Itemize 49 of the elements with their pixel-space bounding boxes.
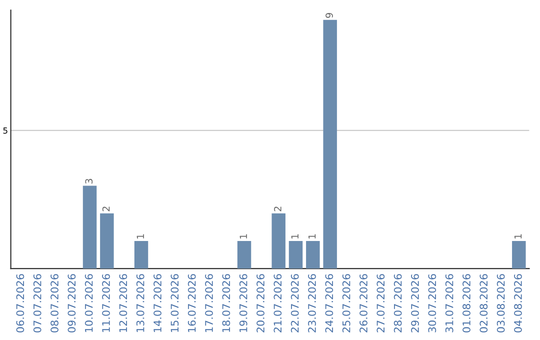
x-tick-label: 06.07.2026: [16, 274, 24, 332]
x-tick-label: 20.07.2026: [256, 274, 264, 332]
bar: [288, 240, 303, 269]
data-label: 2: [274, 206, 282, 212]
bar: [237, 240, 252, 269]
bar: [323, 20, 337, 269]
bar: [272, 213, 286, 269]
x-tick-label: 19.07.2026: [239, 274, 248, 332]
x-tick-label: 27.07.2026: [376, 274, 385, 332]
data-label: 1: [136, 234, 144, 239]
x-tick-label: 22.07.2026: [290, 274, 299, 332]
x-tick-label: 31.07.2026: [445, 274, 454, 332]
data-label: 9: [326, 12, 333, 18]
x-tick-label: 30.07.2026: [428, 274, 436, 332]
bar: [134, 240, 148, 269]
bar: [512, 240, 526, 269]
x-tick-label: 24.07.2026: [325, 274, 334, 332]
x-tick-label: 13.07.2026: [136, 274, 144, 332]
x-tick-label: 18.07.2026: [222, 274, 230, 332]
bar: [306, 240, 320, 269]
x-tick-label: 16.07.2026: [188, 274, 196, 332]
data-label: 1: [514, 234, 522, 239]
data-label: 2: [102, 206, 110, 212]
data-label: 1: [308, 234, 316, 239]
x-tick-label: 29.07.2026: [411, 274, 419, 332]
data-label: 1: [291, 234, 298, 239]
x-tick-label: 14.07.2026: [154, 274, 162, 332]
x-tick-label: 08.07.2026: [50, 274, 58, 332]
data-label: 3: [85, 178, 93, 184]
x-tick-label: 26.07.2026: [360, 274, 368, 332]
x-tick-label: 10.07.2026: [84, 274, 93, 332]
x-tick-label: 17.07.2026: [205, 274, 213, 332]
x-tick-label: 02.08.2026: [480, 274, 488, 332]
x-tick-label: 12.07.2026: [119, 274, 128, 332]
x-tick-label: 09.07.2026: [68, 274, 76, 332]
x-tick-label: 03.08.2026: [496, 274, 505, 332]
bar: [82, 186, 97, 269]
x-tick-label: 28.07.2026: [394, 274, 402, 332]
x-tick-label: 04.08.2026: [514, 274, 522, 332]
x-tick-label: 15.07.2026: [170, 274, 179, 332]
x-tick-label: 25.07.2026: [342, 274, 350, 332]
x-tick-label: 11.07.2026: [102, 274, 110, 332]
data-label: 1: [240, 234, 247, 239]
x-tick-label: 23.07.2026: [308, 274, 316, 332]
x-tick-label: 07.07.2026: [33, 274, 42, 332]
y-tick-label: 5: [3, 128, 8, 134]
x-tick-label: 21.07.2026: [274, 274, 282, 332]
x-tick-label: 01.08.2026: [462, 274, 470, 332]
bar: [100, 213, 114, 269]
